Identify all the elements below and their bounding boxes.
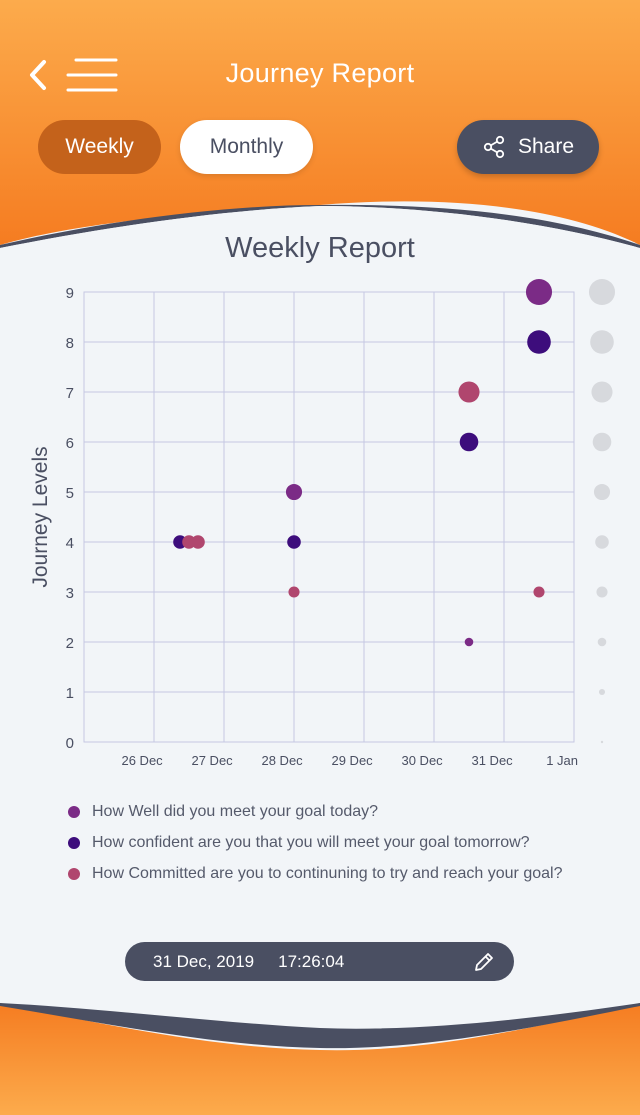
x-tick-label: 28 Dec bbox=[261, 753, 303, 768]
tab-monthly[interactable]: Monthly bbox=[180, 120, 313, 174]
legend-label: How Committed are you to continuning to … bbox=[92, 864, 563, 882]
y-tick-label: 8 bbox=[66, 335, 74, 352]
entry-date: 31 Dec, 2019 bbox=[153, 951, 255, 971]
x-tick-label: 26 Dec bbox=[121, 753, 163, 768]
share-icon bbox=[483, 135, 505, 159]
legend-item: How confident are you that you will meet… bbox=[68, 827, 562, 858]
legend-item: How Committed are you to continuning to … bbox=[68, 858, 562, 889]
data-point bbox=[458, 381, 480, 403]
chart-points bbox=[173, 278, 553, 647]
pencil-icon[interactable] bbox=[472, 950, 496, 974]
data-point bbox=[533, 586, 545, 598]
y-tick-label: 7 bbox=[66, 385, 74, 402]
share-label: Share bbox=[517, 135, 575, 158]
y-tick-label: 0 bbox=[66, 735, 74, 752]
chart-labels: 0 1 2 3 4 5 6 7 8 9 26 Dec 27 Dec 28 Dec 29 Dec 30 Dec… bbox=[29, 285, 578, 768]
x-tick-label: 27 Dec bbox=[191, 753, 233, 768]
data-point bbox=[288, 586, 300, 598]
share-button[interactable]: Share bbox=[457, 120, 599, 174]
size-scale-dot bbox=[595, 535, 609, 549]
chart-legend: How Well did you meet your goal today? H… bbox=[68, 796, 562, 889]
size-scale-dot bbox=[593, 483, 611, 501]
x-tick-label: 31 Dec bbox=[471, 753, 513, 768]
size-scale-dot bbox=[588, 278, 616, 306]
tab-weekly[interactable]: Weekly bbox=[38, 120, 161, 174]
header-background bbox=[0, 0, 640, 250]
size-scale-dot bbox=[598, 688, 606, 696]
data-point bbox=[527, 330, 551, 354]
size-scale-dot bbox=[597, 637, 607, 647]
size-scale bbox=[588, 278, 616, 744]
y-tick-label: 3 bbox=[66, 585, 74, 602]
y-tick-label: 6 bbox=[66, 435, 74, 452]
page-title: Journey Report bbox=[225, 58, 415, 88]
plot-border bbox=[83, 291, 575, 743]
x-tick-label: 30 Dec bbox=[401, 753, 443, 768]
x-tick-label: 29 Dec bbox=[331, 753, 373, 768]
data-point bbox=[525, 278, 553, 306]
header: Journey Report Weekly Monthly Share bbox=[0, 0, 640, 250]
scatter-chart: 0 1 2 3 4 5 6 7 8 9 26 Dec 27 Dec 28 Dec 29 Dec 30 Dec… bbox=[29, 278, 616, 768]
legend-dot bbox=[68, 867, 80, 880]
legend-item: How Well did you meet your goal today? bbox=[68, 796, 562, 827]
size-scale-dot bbox=[590, 330, 614, 354]
tab-weekly-label: Weekly bbox=[65, 135, 134, 158]
footer-wave bbox=[0, 998, 640, 1115]
y-axis-label: Journey Levels bbox=[29, 446, 52, 587]
data-point bbox=[285, 483, 303, 501]
y-tick-label: 9 bbox=[66, 285, 74, 302]
data-point bbox=[459, 432, 479, 452]
legend-label: How confident are you that you will meet… bbox=[92, 833, 530, 851]
data-point bbox=[191, 535, 205, 549]
size-scale-dot bbox=[591, 381, 613, 403]
chart-title: Weekly Report bbox=[225, 232, 415, 264]
hamburger-menu-icon[interactable] bbox=[66, 56, 118, 94]
legend-dot bbox=[68, 836, 80, 849]
chart-grid bbox=[83, 291, 575, 743]
size-scale-dot bbox=[600, 740, 604, 744]
y-tick-label: 4 bbox=[66, 535, 74, 552]
y-tick-label: 2 bbox=[66, 635, 74, 652]
legend-dot bbox=[68, 805, 80, 818]
y-tick-label: 1 bbox=[66, 685, 74, 702]
back-icon[interactable] bbox=[24, 58, 54, 92]
data-point bbox=[464, 637, 474, 647]
tab-monthly-label: Monthly bbox=[209, 135, 284, 158]
y-tick-label: 5 bbox=[66, 485, 74, 502]
legend-label: How Well did you meet your goal today? bbox=[92, 802, 379, 820]
entry-time: 17:26:04 bbox=[278, 951, 345, 971]
size-scale-dot bbox=[596, 586, 608, 598]
x-tick-label: 1 Jan bbox=[546, 753, 578, 768]
data-point bbox=[287, 535, 301, 549]
size-scale-dot bbox=[592, 432, 612, 452]
entry-datetime-bar[interactable]: 31 Dec, 2019 17:26:04 bbox=[125, 942, 514, 981]
